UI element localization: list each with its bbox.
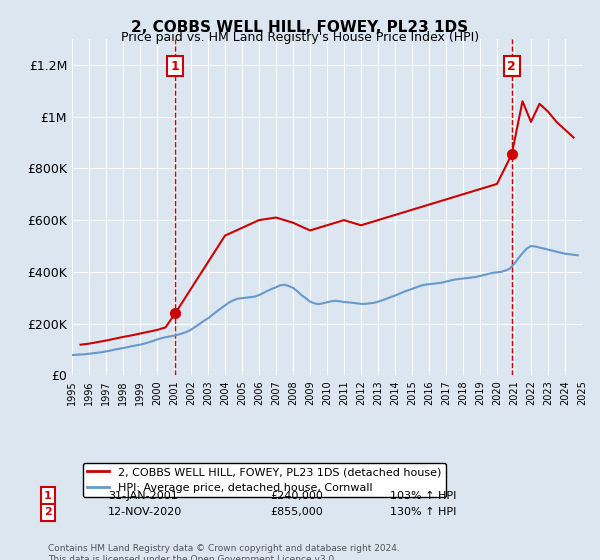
Text: 1: 1 [171, 59, 180, 73]
Text: Contains HM Land Registry data © Crown copyright and database right 2024.
This d: Contains HM Land Registry data © Crown c… [48, 544, 400, 560]
Legend: 2, COBBS WELL HILL, FOWEY, PL23 1DS (detached house), HPI: Average price, detach: 2, COBBS WELL HILL, FOWEY, PL23 1DS (det… [83, 463, 446, 497]
Text: £855,000: £855,000 [270, 507, 323, 517]
Text: Price paid vs. HM Land Registry's House Price Index (HPI): Price paid vs. HM Land Registry's House … [121, 31, 479, 44]
Text: 103% ↑ HPI: 103% ↑ HPI [390, 491, 457, 501]
Text: 130% ↑ HPI: 130% ↑ HPI [390, 507, 457, 517]
Text: 31-JAN-2001: 31-JAN-2001 [108, 491, 178, 501]
Text: 1: 1 [44, 491, 52, 501]
Text: £240,000: £240,000 [270, 491, 323, 501]
Text: 2, COBBS WELL HILL, FOWEY, PL23 1DS: 2, COBBS WELL HILL, FOWEY, PL23 1DS [131, 20, 469, 35]
Text: 12-NOV-2020: 12-NOV-2020 [108, 507, 182, 517]
Text: 2: 2 [44, 507, 52, 517]
Text: 2: 2 [508, 59, 516, 73]
